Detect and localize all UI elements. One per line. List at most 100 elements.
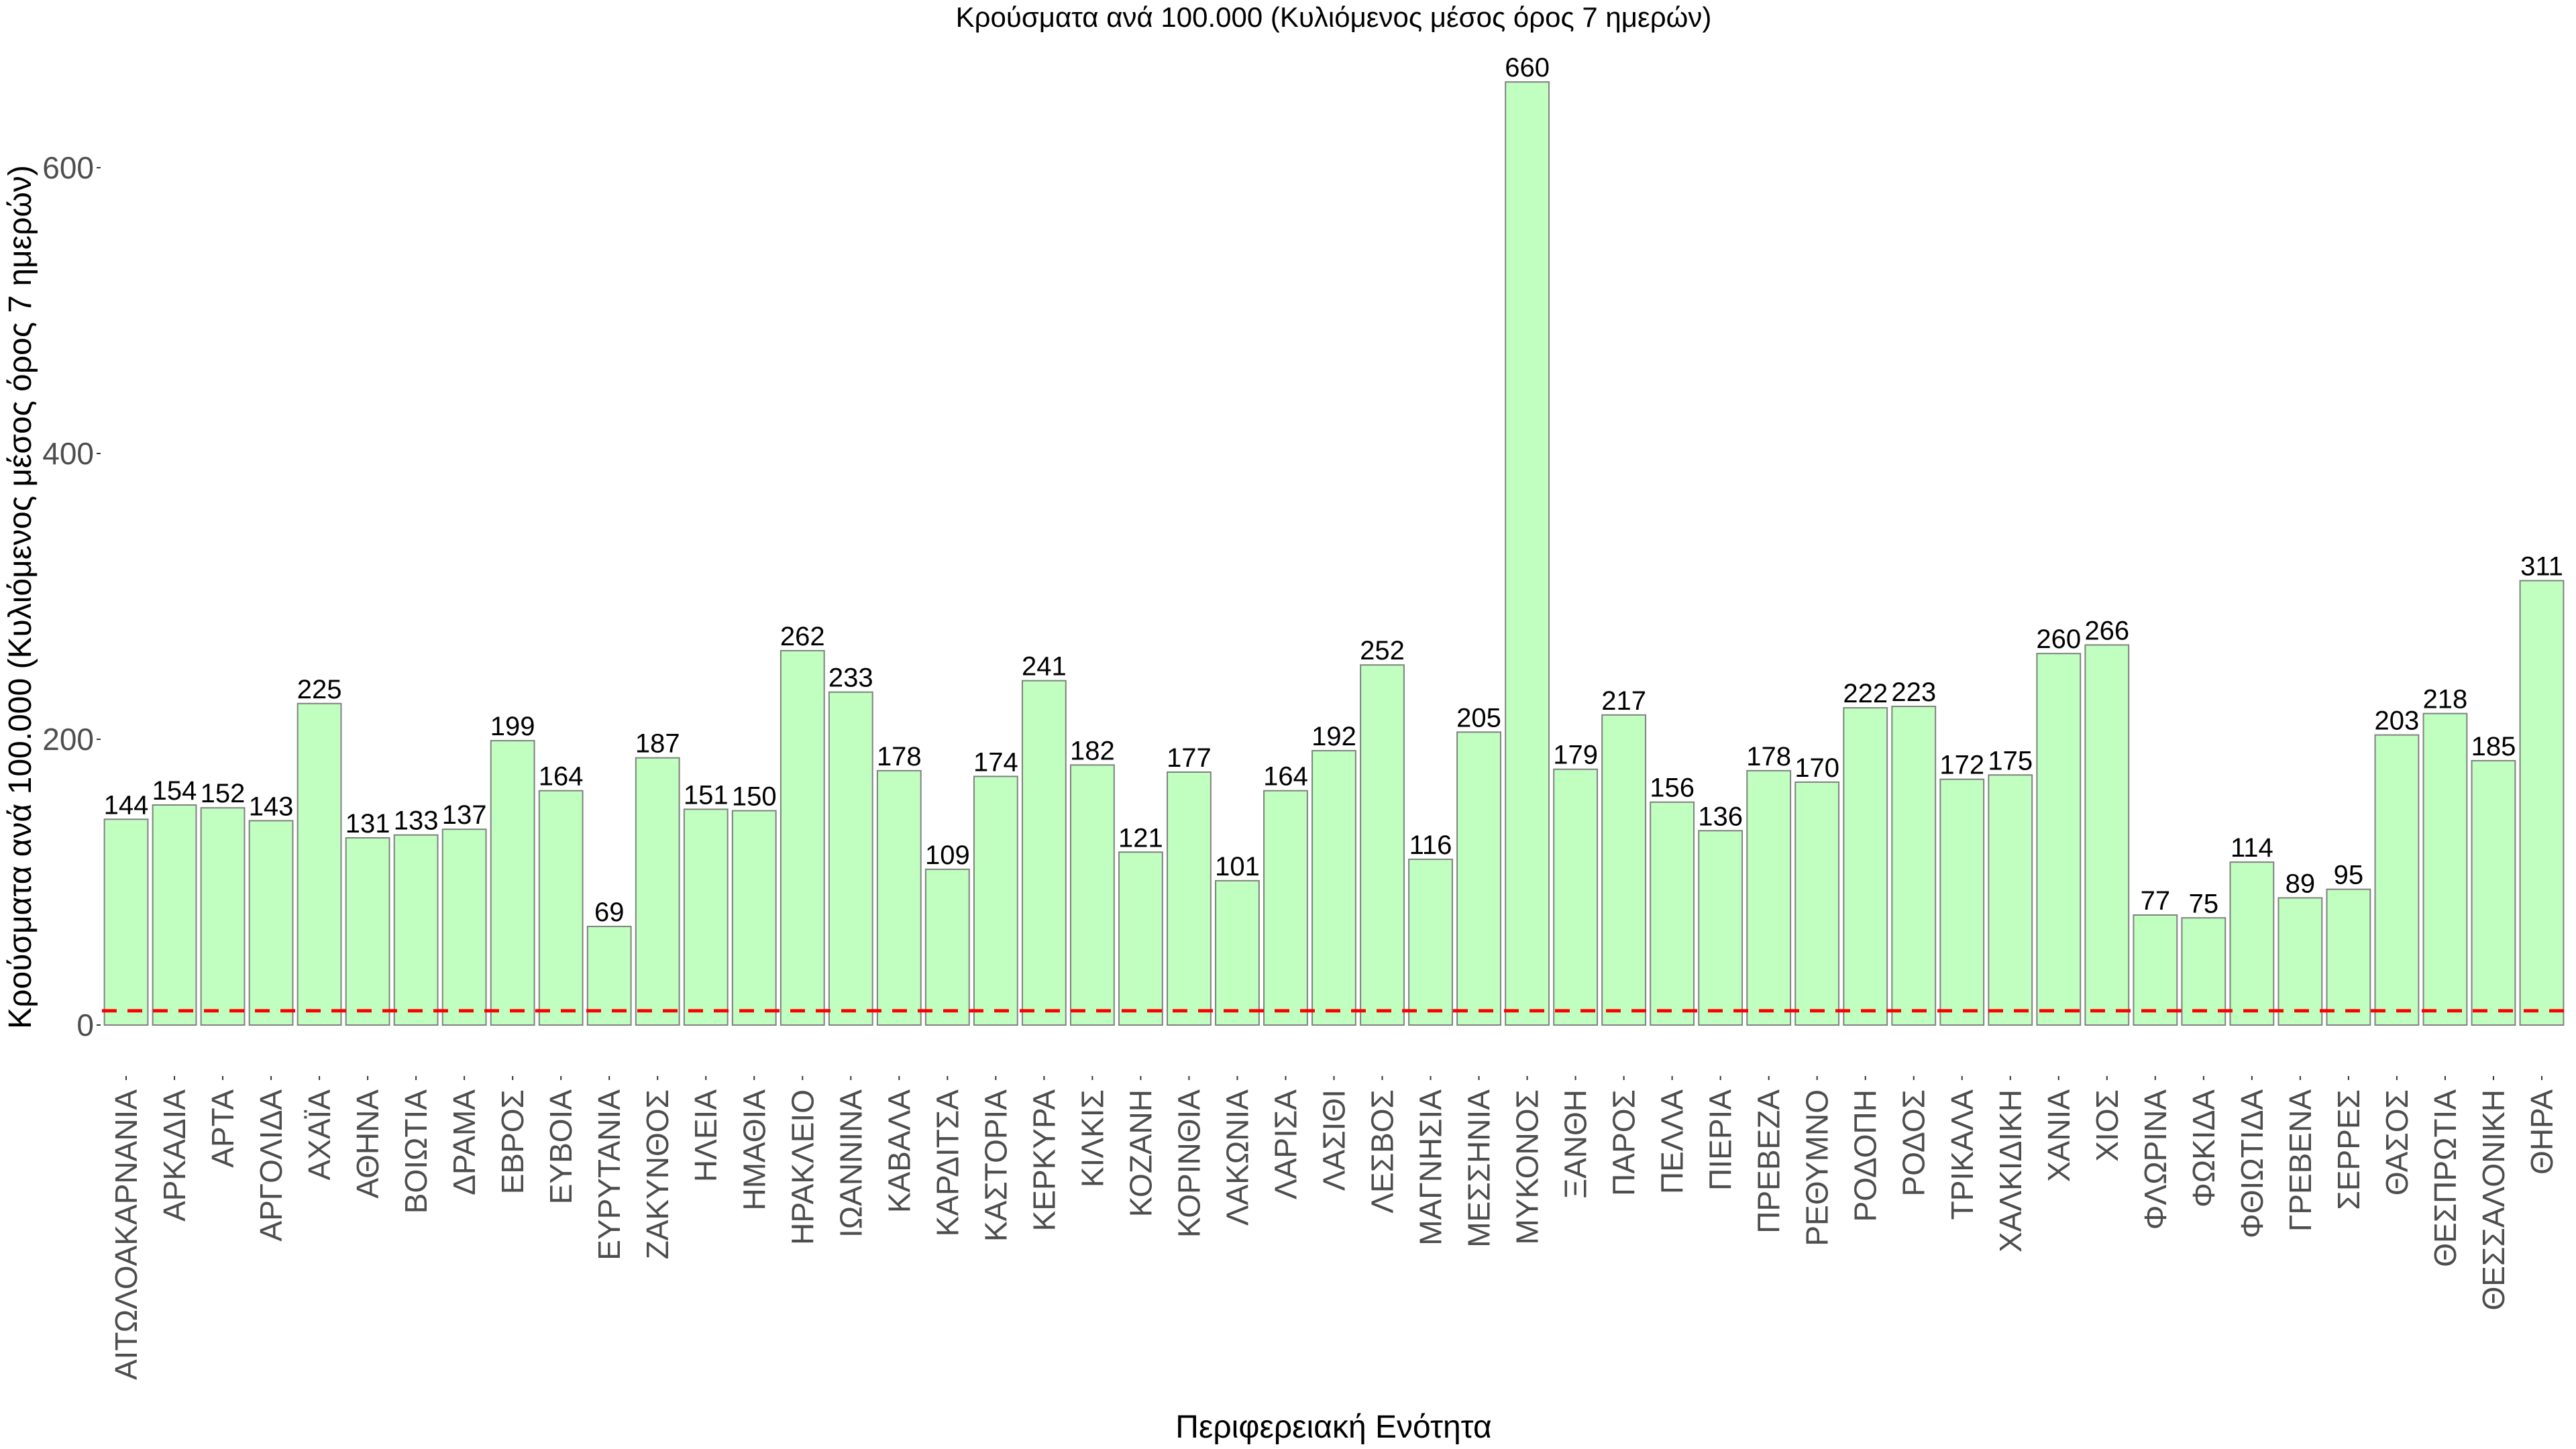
data-label: 156	[1650, 773, 1695, 803]
data-label: 266	[2084, 616, 2129, 645]
x-tick-label: ΗΜΑΘΙΑ	[737, 1089, 771, 1211]
bar	[2326, 888, 2371, 1026]
bars	[103, 81, 2565, 1026]
data-label: 179	[1553, 741, 1598, 770]
bar	[2422, 712, 2468, 1026]
x-tick-label: ΧΑΛΚΙΔΙΚΗ	[1993, 1089, 2028, 1252]
data-label: 660	[1505, 53, 1550, 83]
x-tick-label: ΑΡΚΑΔΙΑ	[157, 1089, 192, 1222]
bar	[1311, 750, 1356, 1026]
bar	[2471, 759, 2516, 1026]
bar	[2084, 644, 2130, 1026]
data-label: 252	[1360, 636, 1405, 665]
x-tick-label: ΣΕΡΡΕΣ	[2331, 1089, 2366, 1210]
x-tick-label: ΡΟΔΟΣ	[1896, 1089, 1931, 1196]
x-tick-label: ΡΕΘΥΜΝΟ	[1800, 1089, 1835, 1246]
bar	[1650, 801, 1695, 1026]
x-tick-label: ΚΑΡΔΙΤΣΑ	[930, 1089, 965, 1237]
x-tick-label: ΠΑΡΟΣ	[1607, 1089, 1642, 1196]
data-label: 172	[1939, 751, 1984, 780]
data-label: 222	[1843, 679, 1888, 708]
bar	[248, 820, 294, 1026]
bar	[1118, 851, 1163, 1026]
x-tick-label: ΑΘΗΝΑ	[350, 1089, 385, 1199]
data-label: 178	[1746, 742, 1791, 771]
bar	[1167, 771, 1212, 1026]
x-tick-label: ΕΒΡΟΣ	[495, 1089, 530, 1194]
x-tick-label: ΤΡΙΚΑΛΑ	[1945, 1089, 1980, 1220]
data-label: 150	[732, 782, 777, 812]
x-tick-label: ΘΕΣΣΑΛΟΝΙΚΗ	[2476, 1089, 2511, 1310]
y-tick-label: 200	[42, 722, 94, 757]
bar	[538, 790, 584, 1026]
x-tick-label: ΦΘΙΩΤΙΔΑ	[2235, 1089, 2269, 1238]
data-label: 133	[394, 806, 439, 836]
bar	[1601, 714, 1647, 1026]
data-label: 164	[1263, 762, 1308, 792]
x-tick-label: ΕΥΡΥΤΑΝΙΑ	[592, 1089, 627, 1260]
bar	[1263, 790, 1308, 1026]
bar	[683, 808, 729, 1026]
bar	[1698, 830, 1743, 1026]
x-tick-label: ΑΙΤΩΛΟΑΚΑΡΝΑΝΙΑ	[109, 1089, 144, 1380]
x-tick-label: ΕΥΒΟΙΑ	[543, 1089, 578, 1205]
data-label: 170	[1794, 753, 1839, 783]
data-label: 262	[780, 622, 825, 651]
bar	[2036, 653, 2082, 1026]
data-label: 205	[1456, 703, 1501, 733]
bar	[731, 810, 777, 1026]
data-label: 75	[2189, 889, 2219, 918]
x-tick-label: ΦΩΚΙΔΑ	[2186, 1089, 2221, 1208]
data-label: 101	[1215, 852, 1260, 881]
x-tick-label: ΛΑΣΙΘΙ	[1317, 1089, 1352, 1191]
bar	[2229, 861, 2275, 1026]
data-label: 233	[828, 663, 873, 693]
data-label: 89	[2286, 869, 2316, 898]
x-tick-label: ΞΑΝΘΗ	[1558, 1089, 1593, 1199]
data-label: 154	[152, 776, 197, 806]
data-label: 174	[973, 747, 1018, 777]
data-label: 164	[539, 762, 584, 792]
y-axis: 0 200 400 600	[42, 150, 101, 1042]
data-label: 69	[594, 898, 625, 927]
data-label: 121	[1118, 823, 1163, 853]
x-tick-label: ΠΙΕΡΙΑ	[1703, 1089, 1738, 1191]
bar	[1939, 778, 1985, 1026]
bar	[2181, 917, 2226, 1026]
bar	[1891, 706, 1937, 1026]
bar	[1069, 764, 1115, 1026]
data-label: 187	[635, 729, 680, 759]
data-label: 241	[1022, 652, 1067, 682]
x-tick-label: ΒΟΙΩΤΙΑ	[398, 1089, 433, 1214]
data-label: 182	[1070, 736, 1115, 765]
bar	[490, 740, 535, 1026]
data-label: 223	[1891, 678, 1936, 707]
y-tick-label: 0	[76, 1008, 94, 1042]
x-tick-label: ΘΕΣΠΡΩΤΙΑ	[2428, 1089, 2463, 1267]
bar	[2277, 897, 2323, 1026]
x-tick-label: ΜΑΓΝΗΣΙΑ	[1413, 1089, 1448, 1246]
x-tick-label: ΡΟΔΟΠΗ	[1848, 1089, 1883, 1222]
data-label: 260	[2036, 625, 2081, 654]
x-tick-label: ΠΡΕΒΕΖΑ	[1752, 1089, 1786, 1234]
bar	[345, 837, 390, 1026]
x-tick-label: ΚΑΣΤΟΡΙΑ	[978, 1089, 1013, 1242]
x-tick-label: ΖΑΚΥΝΘΟΣ	[640, 1089, 675, 1259]
x-tick-label: ΙΩΑΝΝΙΝΑ	[833, 1089, 868, 1238]
data-label: 95	[2334, 861, 2364, 890]
data-label: 177	[1167, 743, 1212, 773]
x-tick-label: ΛΑΚΩΝΙΑ	[1220, 1089, 1254, 1226]
bar	[103, 818, 149, 1026]
bar	[1988, 774, 2033, 1026]
data-label: 217	[1601, 686, 1646, 716]
data-label: 185	[2471, 732, 2516, 761]
bar	[876, 769, 922, 1026]
bar	[1794, 781, 1840, 1026]
chart-title: Κρούσματα ανά 100.000 (Κυλιόμενος μέσος …	[956, 1, 1712, 33]
x-tick-label: ΓΡΕΒΕΝΑ	[2283, 1089, 2318, 1232]
x-tick-label: ΚΟΖΑΝΗ	[1123, 1089, 1158, 1217]
x-tick-label: ΜΕΣΣΗΝΙΑ	[1462, 1089, 1497, 1248]
bar	[635, 757, 680, 1026]
bar	[1843, 707, 1888, 1026]
